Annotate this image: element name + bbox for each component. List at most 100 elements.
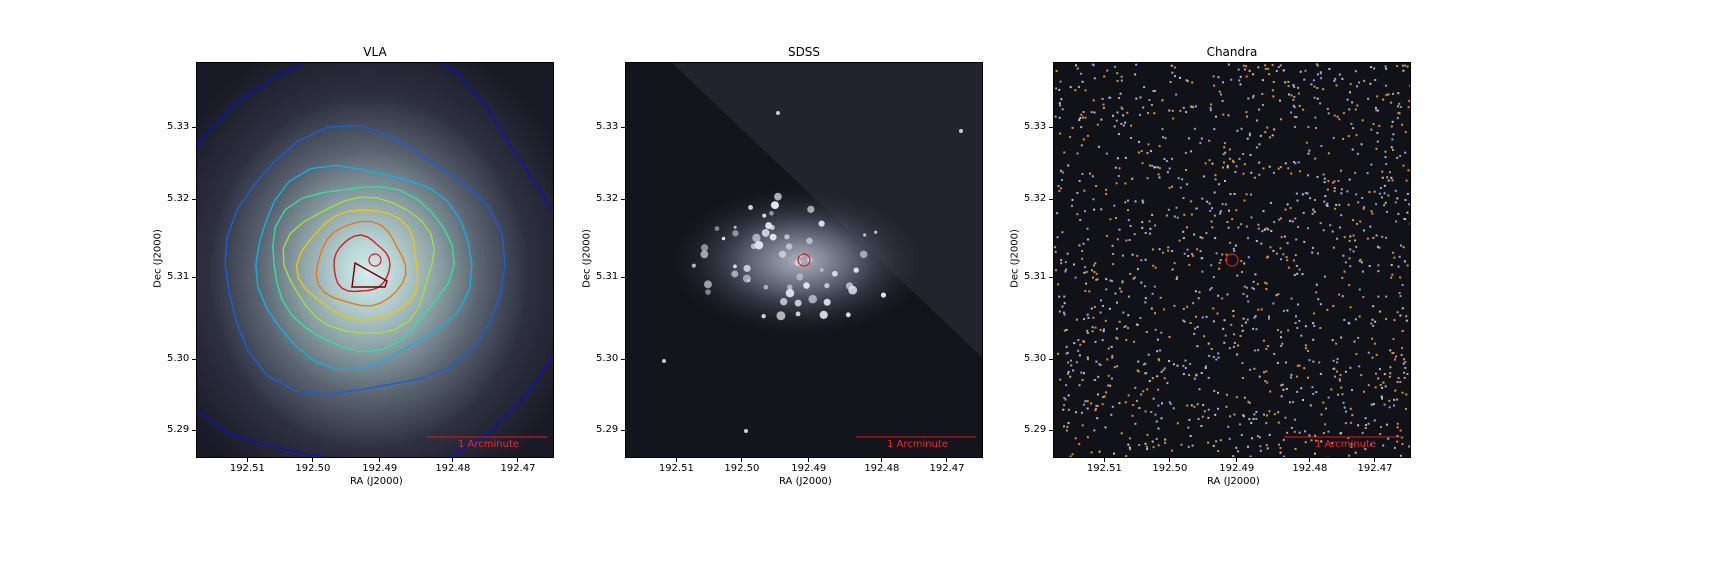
xray-photon [1146, 448, 1149, 451]
xray-photon [1056, 236, 1059, 239]
xray-photon [1095, 404, 1098, 407]
xray-photon [1290, 111, 1293, 114]
xray-photon [1255, 418, 1258, 420]
xray-photon [1188, 374, 1191, 376]
xray-photon [1066, 351, 1069, 354]
xray-photon [1120, 432, 1123, 435]
xray-photon [1207, 342, 1210, 345]
xray-photon [1093, 271, 1096, 273]
xray-photon [1319, 303, 1322, 306]
xray-photon [1127, 209, 1129, 212]
xray-photon [1290, 94, 1293, 97]
xray-photon [1396, 440, 1399, 443]
xray-photon [1378, 124, 1381, 127]
xray-photon [1375, 147, 1378, 150]
xray-photon [1280, 258, 1282, 261]
xray-photon [1197, 418, 1200, 420]
xray-photon [1396, 381, 1399, 383]
xray-photon [1212, 276, 1215, 279]
xray-photon [1280, 345, 1283, 347]
xray-photon [1193, 332, 1196, 335]
xray-photon [1260, 308, 1263, 311]
xray-photon [1331, 339, 1334, 342]
xray-photon [1396, 65, 1399, 68]
xray-photon [1355, 193, 1358, 196]
x-tick-label: 192.50 [295, 463, 331, 474]
xray-photon [1267, 345, 1270, 348]
xray-photon [1140, 281, 1143, 284]
star-forming-knot [769, 233, 777, 241]
xray-photon [1069, 86, 1072, 89]
xray-photon [1327, 430, 1330, 433]
xray-photon [1082, 242, 1085, 245]
xray-photon [1090, 111, 1093, 114]
xray-photon [1152, 264, 1155, 267]
xray-photon [1236, 353, 1239, 356]
xray-photon [1083, 318, 1085, 321]
contour-line [351, 261, 388, 288]
xray-photon [1171, 449, 1174, 452]
xray-photon [1265, 288, 1268, 291]
xray-photon [1160, 331, 1163, 334]
xray-photon [1183, 320, 1186, 323]
y-tick [1049, 430, 1053, 431]
xray-photon [1336, 237, 1339, 240]
xray-photon [1156, 338, 1159, 341]
xray-photon [1171, 268, 1174, 271]
xray-photon [1136, 254, 1139, 257]
xray-photon [1193, 377, 1196, 380]
xray-photon [1212, 356, 1215, 358]
xray-photon [1410, 288, 1411, 290]
xray-photon [1102, 304, 1104, 307]
xray-photon [1239, 75, 1242, 78]
xray-photon [1161, 99, 1164, 102]
xray-photon [1315, 291, 1318, 294]
xray-photon [1316, 87, 1319, 89]
xray-photon [1355, 245, 1358, 248]
xray-photon [1209, 107, 1212, 109]
xray-photon [1405, 179, 1408, 182]
xray-photon [1385, 295, 1388, 298]
x-tick-label: 192.49 [791, 463, 827, 474]
x-tick [1309, 458, 1311, 462]
xray-photon [1315, 391, 1318, 394]
xray-photon [1128, 239, 1131, 241]
xray-photon [1322, 173, 1325, 176]
xray-photon [1262, 167, 1265, 170]
xray-photon [1120, 290, 1123, 293]
xray-photon [1284, 208, 1287, 211]
xray-photon [1154, 413, 1157, 416]
xray-photon [1078, 443, 1081, 446]
xray-photon [1282, 438, 1285, 441]
star-forming-knot [794, 299, 802, 307]
xray-photon [1376, 109, 1379, 112]
xray-photon [1114, 65, 1117, 68]
xray-photon [1159, 296, 1162, 299]
star-forming-knot [859, 250, 868, 259]
xray-photon [1144, 301, 1147, 304]
xray-photon [1246, 115, 1248, 118]
xray-photon [1182, 373, 1185, 376]
xray-photon [1067, 394, 1070, 397]
xray-photon [1327, 396, 1330, 399]
xray-photon [1201, 270, 1204, 273]
xray-photon [1164, 438, 1167, 441]
x-tick [741, 458, 743, 462]
xray-photon [1105, 288, 1108, 291]
xray-photon [1343, 270, 1346, 273]
xray-photon [1264, 281, 1267, 284]
xray-photon [1230, 323, 1233, 326]
xray-photon [1258, 375, 1261, 378]
xray-photon [1080, 113, 1083, 116]
star-forming-knot [714, 226, 720, 231]
xray-photon [1325, 203, 1328, 206]
xray-photon [1266, 414, 1268, 417]
xray-photon [1138, 407, 1141, 409]
xray-photon [1258, 143, 1261, 146]
xray-photon [1148, 164, 1151, 167]
xray-photon [1190, 105, 1193, 108]
xray-photon [1063, 295, 1066, 298]
xray-photon [1238, 79, 1241, 82]
star-forming-knot [780, 298, 788, 306]
xray-photon [1342, 254, 1345, 257]
